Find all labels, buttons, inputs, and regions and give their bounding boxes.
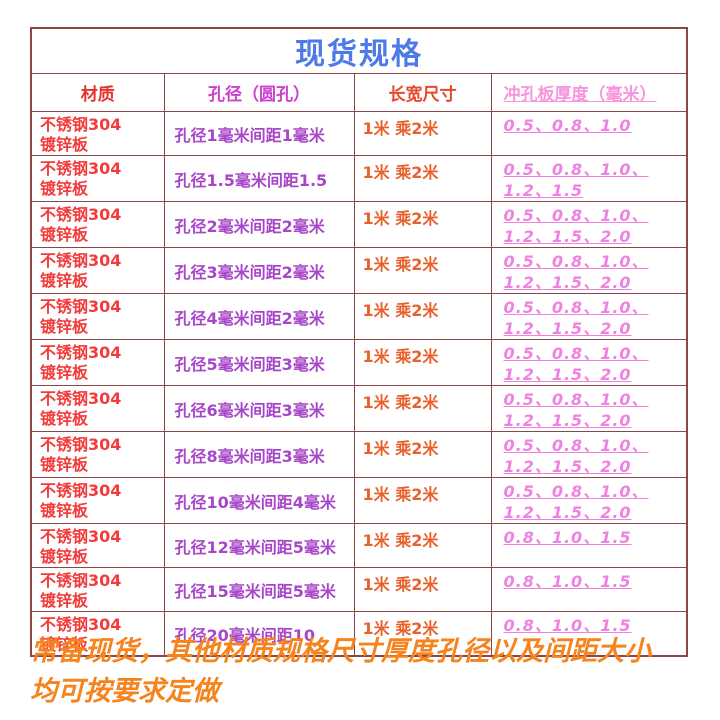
material-cell: 不锈钢304 镀锌板 <box>30 111 165 156</box>
material-cell: 不锈钢304 镀锌板 <box>30 567 165 612</box>
material-cell: 不锈钢304 镀锌板 <box>30 477 165 524</box>
material-cell: 不锈钢304 镀锌板 <box>30 611 165 657</box>
hole-spec-cell: 孔径6毫米间距3毫米 <box>163 385 355 432</box>
hole-spec-cell: 孔径1毫米间距1毫米 <box>163 111 355 156</box>
column-header-size: 长宽尺寸 <box>353 73 492 112</box>
table-row: 不锈钢304 镀锌板 孔径12毫米间距5毫米 1米 乘2米 0.8、1.0、1.… <box>30 523 688 568</box>
table-row: 不锈钢304 镀锌板 孔径4毫米间距2毫米 1米 乘2米 0.5、0.8、1.0… <box>30 293 688 340</box>
table-row: 不锈钢304 镀锌板 孔径20毫米间距10 1米 乘2米 0.8、1.0、1.5 <box>30 611 688 657</box>
size-cell: 1米 乘2米 <box>353 111 492 156</box>
hole-spec-cell: 孔径1.5毫米间距1.5 <box>163 155 355 202</box>
hole-spec-cell: 孔径8毫米间距3毫米 <box>163 431 355 478</box>
material-cell: 不锈钢304 镀锌板 <box>30 385 165 432</box>
thickness-cell: 0.8、1.0、1.5 <box>490 567 688 612</box>
table-row: 不锈钢304 镀锌板 孔径1毫米间距1毫米 1米 乘2米 0.5、0.8、1.0 <box>30 111 688 156</box>
size-cell: 1米 乘2米 <box>353 201 492 248</box>
material-line1: 不锈钢304 <box>40 251 122 270</box>
material-line1: 不锈钢304 <box>40 343 122 362</box>
material-line2: 镀锌板 <box>40 547 89 566</box>
material-line1: 不锈钢304 <box>40 205 122 224</box>
material-line2: 镀锌板 <box>40 409 89 428</box>
size-cell: 1米 乘2米 <box>353 431 492 478</box>
material-line2: 镀锌板 <box>40 455 89 474</box>
title-row: 现货规格 <box>30 27 688 74</box>
material-line1: 不锈钢304 <box>40 115 122 134</box>
hole-spec-cell: 孔径5毫米间距3毫米 <box>163 339 355 386</box>
material-line2: 镀锌板 <box>40 135 89 154</box>
size-cell: 1米 乘2米 <box>353 155 492 202</box>
material-line2: 镀锌板 <box>40 591 89 610</box>
table-row: 不锈钢304 镀锌板 孔径8毫米间距3毫米 1米 乘2米 0.5、0.8、1.0… <box>30 431 688 478</box>
thickness-cell: 0.5、0.8、1.0、1.2、1.5、2.0 <box>490 385 688 432</box>
size-cell: 1米 乘2米 <box>353 247 492 294</box>
hole-spec-cell: 孔径15毫米间距5毫米 <box>163 567 355 612</box>
material-line1: 不锈钢304 <box>40 481 122 500</box>
size-cell: 1米 乘2米 <box>353 611 492 657</box>
material-line2: 镀锌板 <box>40 363 89 382</box>
hole-spec-cell: 孔径3毫米间距2毫米 <box>163 247 355 294</box>
material-line2: 镀锌板 <box>40 635 89 654</box>
hole-spec-cell: 孔径10毫米间距4毫米 <box>163 477 355 524</box>
material-cell: 不锈钢304 镀锌板 <box>30 431 165 478</box>
material-cell: 不锈钢304 镀锌板 <box>30 523 165 568</box>
thickness-cell: 0.5、0.8、1.0、1.2、1.5、2.0 <box>490 293 688 340</box>
column-header-thickness: 冲孔板厚度（毫米） <box>490 73 688 112</box>
material-cell: 不锈钢304 镀锌板 <box>30 155 165 202</box>
material-line2: 镀锌板 <box>40 179 89 198</box>
thickness-cell: 0.5、0.8、1.0 <box>490 111 688 156</box>
hole-spec-cell: 孔径12毫米间距5毫米 <box>163 523 355 568</box>
material-cell: 不锈钢304 镀锌板 <box>30 293 165 340</box>
thickness-cell: 0.5、0.8、1.0、1.2、1.5、2.0 <box>490 201 688 248</box>
thickness-cell: 0.5、0.8、1.0、1.2、1.5、2.0 <box>490 431 688 478</box>
thickness-cell: 0.5、0.8、1.0、1.2、1.5、2.0 <box>490 477 688 524</box>
hole-spec-cell: 孔径20毫米间距10 <box>163 611 355 657</box>
material-line1: 不锈钢304 <box>40 615 122 634</box>
size-cell: 1米 乘2米 <box>353 523 492 568</box>
size-cell: 1米 乘2米 <box>353 477 492 524</box>
table-row: 不锈钢304 镀锌板 孔径2毫米间距2毫米 1米 乘2米 0.5、0.8、1.0… <box>30 201 688 248</box>
material-line2: 镀锌板 <box>40 501 89 520</box>
column-header-material: 材质 <box>30 73 165 112</box>
material-cell: 不锈钢304 镀锌板 <box>30 339 165 386</box>
table-row: 不锈钢304 镀锌板 孔径15毫米间距5毫米 1米 乘2米 0.8、1.0、1.… <box>30 567 688 612</box>
material-line1: 不锈钢304 <box>40 389 122 408</box>
material-line1: 不锈钢304 <box>40 571 122 590</box>
thickness-cell: 0.8、1.0、1.5 <box>490 611 688 657</box>
table-row: 不锈钢304 镀锌板 孔径5毫米间距3毫米 1米 乘2米 0.5、0.8、1.0… <box>30 339 688 386</box>
material-line2: 镀锌板 <box>40 225 89 244</box>
hole-spec-cell: 孔径4毫米间距2毫米 <box>163 293 355 340</box>
footer-note: 常备现货，其他材质规格尺寸厚度孔径以及间距大小 均可按要求定做 <box>30 632 698 712</box>
material-line1: 不锈钢304 <box>40 435 122 454</box>
thickness-cell: 0.5、0.8、1.0、1.2、1.5、2.0 <box>490 339 688 386</box>
header-row: 材质 孔径（圆孔） 长宽尺寸 冲孔板厚度（毫米） <box>30 73 688 112</box>
footer-line2: 均可按要求定做 <box>30 676 219 707</box>
table-row: 不锈钢304 镀锌板 孔径10毫米间距4毫米 1米 乘2米 0.5、0.8、1.… <box>30 477 688 524</box>
size-cell: 1米 乘2米 <box>353 339 492 386</box>
material-cell: 不锈钢304 镀锌板 <box>30 201 165 248</box>
thickness-cell: 0.5、0.8、1.0、1.2、1.5 <box>490 155 688 202</box>
size-cell: 1米 乘2米 <box>353 385 492 432</box>
material-line1: 不锈钢304 <box>40 527 122 546</box>
spec-table: 现货规格 材质 孔径（圆孔） 长宽尺寸 冲孔板厚度（毫米） 不锈钢304 镀锌板… <box>30 27 688 657</box>
footer-line1: 常备现货，其他材质规格尺寸厚度孔径以及间距大小 <box>30 636 651 667</box>
thickness-cell: 0.8、1.0、1.5 <box>490 523 688 568</box>
thickness-cell: 0.5、0.8、1.0、1.2、1.5、2.0 <box>490 247 688 294</box>
size-cell: 1米 乘2米 <box>353 567 492 612</box>
table-row: 不锈钢304 镀锌板 孔径6毫米间距3毫米 1米 乘2米 0.5、0.8、1.0… <box>30 385 688 432</box>
material-line2: 镀锌板 <box>40 317 89 336</box>
column-header-hole-diameter: 孔径（圆孔） <box>163 73 355 112</box>
material-line1: 不锈钢304 <box>40 159 122 178</box>
material-cell: 不锈钢304 镀锌板 <box>30 247 165 294</box>
material-line1: 不锈钢304 <box>40 297 122 316</box>
material-line2: 镀锌板 <box>40 271 89 290</box>
table-row: 不锈钢304 镀锌板 孔径1.5毫米间距1.5 1米 乘2米 0.5、0.8、1… <box>30 155 688 202</box>
size-cell: 1米 乘2米 <box>353 293 492 340</box>
table-row: 不锈钢304 镀锌板 孔径3毫米间距2毫米 1米 乘2米 0.5、0.8、1.0… <box>30 247 688 294</box>
hole-spec-cell: 孔径2毫米间距2毫米 <box>163 201 355 248</box>
page-title: 现货规格 <box>30 27 688 74</box>
